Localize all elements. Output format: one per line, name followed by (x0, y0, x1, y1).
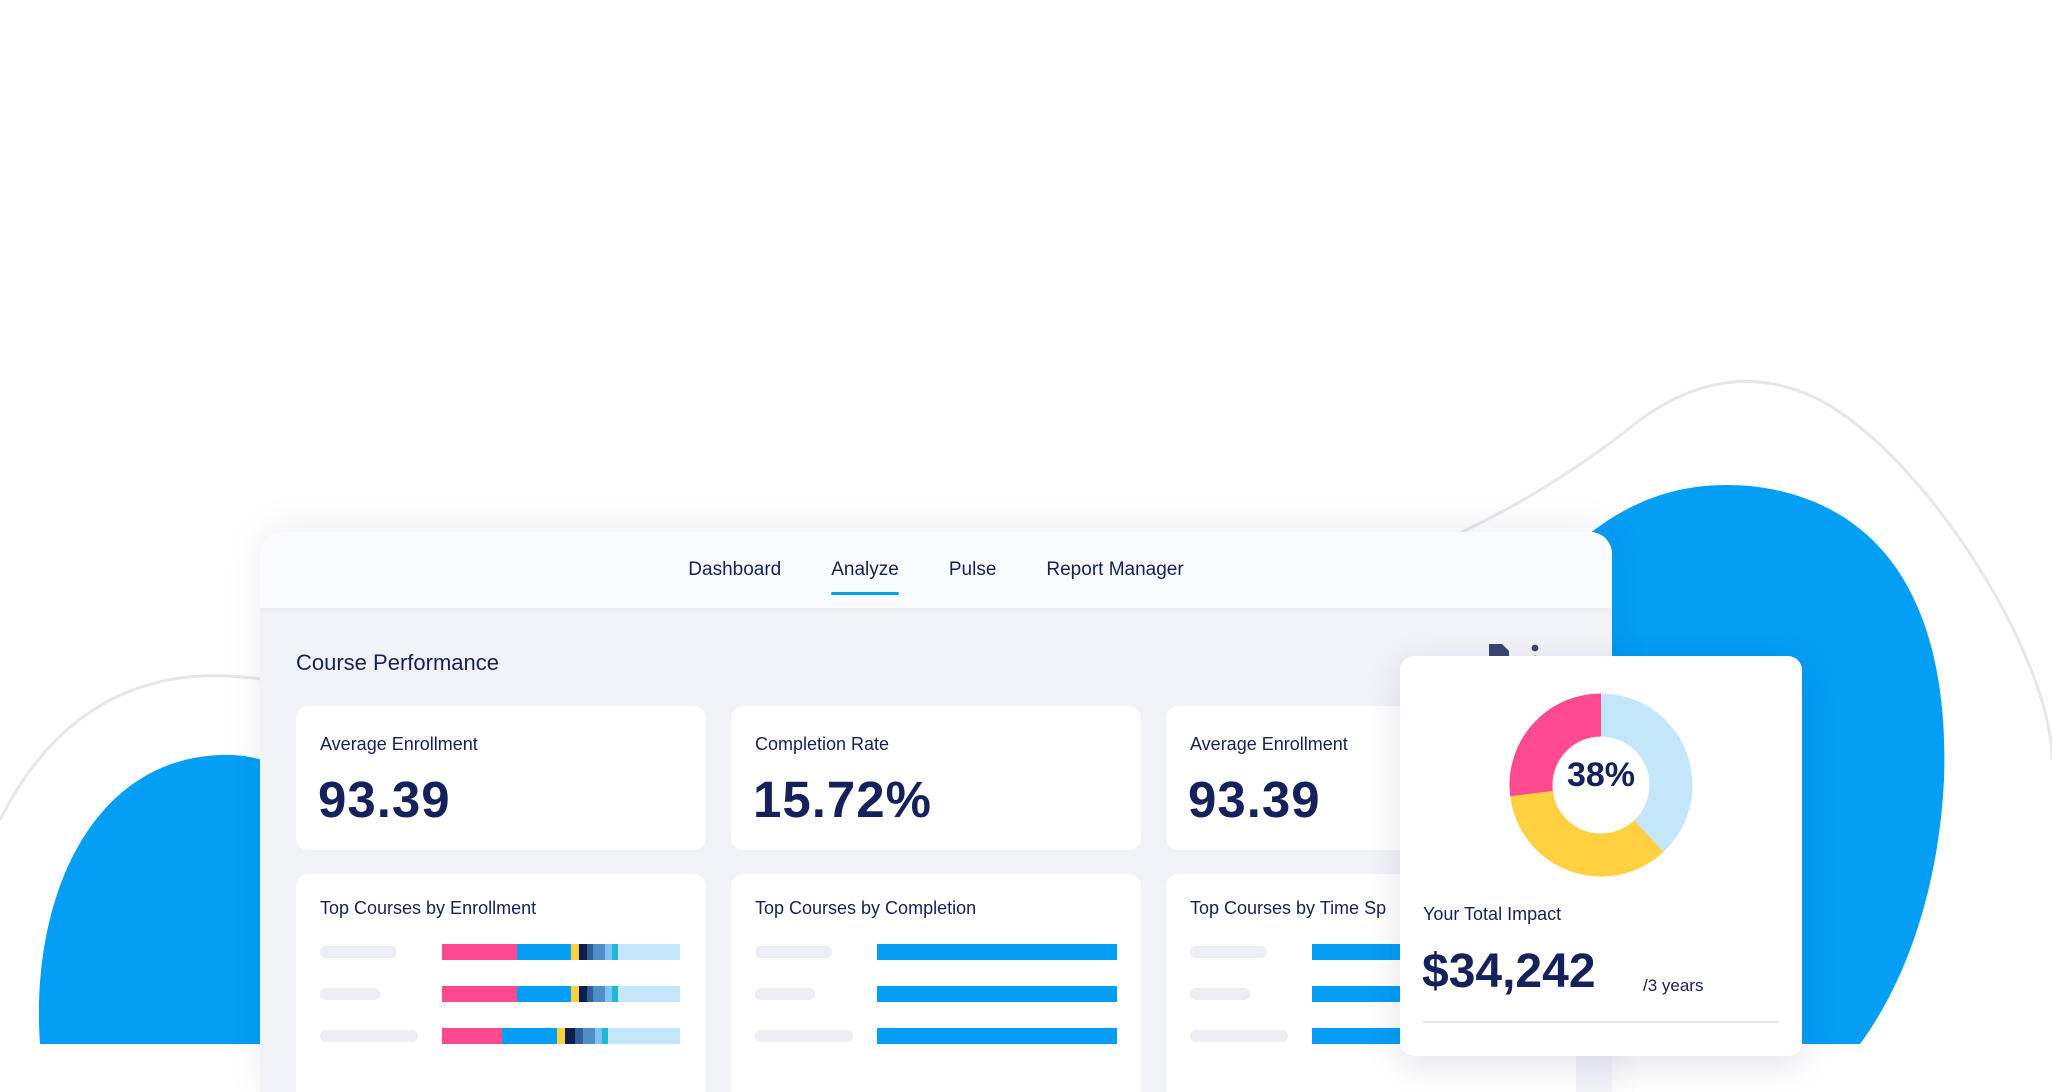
stat-label: Average Enrollment (1190, 734, 1348, 754)
row-label-placeholder (1190, 988, 1250, 1000)
total-impact-card[interactable]: 38% Your Total Impact $34,242 /3 years (1400, 656, 1802, 1056)
stat-value: 93.39 (318, 771, 451, 828)
impact-unit: /3 years (1643, 976, 1704, 995)
row-label-placeholder (320, 988, 380, 1000)
row-label-placeholder (755, 946, 832, 958)
impact-value: $34,242 (1422, 945, 1596, 998)
stat-card-average-enrollment[interactable]: Average Enrollment 93.39 (296, 706, 706, 850)
chart-title: Top Courses by Completion (755, 898, 977, 918)
row-label-placeholder (1190, 946, 1267, 958)
completion-bar (877, 986, 1117, 1002)
row-label-placeholder (755, 1030, 853, 1042)
stacked-bar (442, 986, 680, 1002)
tab-analyze[interactable]: Analyze (831, 553, 899, 595)
chart-card-top-courses-enrollment[interactable]: Top Courses by Enrollment (296, 874, 706, 1092)
donut-segment-2 (1509, 693, 1693, 877)
stat-card-completion-rate[interactable]: Completion Rate 15.72% (731, 706, 1141, 850)
divider (1423, 1021, 1779, 1023)
page-title: Course Performance (296, 650, 499, 675)
row-label-placeholder (320, 946, 397, 958)
donut-segment-3 (1509, 693, 1693, 877)
completion-bar (877, 1028, 1117, 1044)
stat-value: 93.39 (1188, 771, 1321, 828)
donut-percent-label: 38% (1566, 756, 1636, 794)
chart-title: Top Courses by Time Sp (1190, 898, 1387, 918)
row-label-placeholder (755, 988, 815, 1000)
completion-bar (877, 944, 1117, 960)
right-outline-curve (1457, 379, 2052, 761)
impact-label: Your Total Impact (1423, 904, 1562, 924)
chart-title: Top Courses by Enrollment (320, 898, 537, 918)
top-nav: Dashboard Analyze Pulse Report Manager (260, 532, 1612, 608)
stat-label: Average Enrollment (320, 734, 478, 754)
chart-card-top-courses-completion[interactable]: Top Courses by Completion (731, 874, 1141, 1092)
tab-report-manager[interactable]: Report Manager (1046, 559, 1184, 580)
stat-label: Completion Rate (755, 734, 890, 754)
stacked-bar (442, 944, 680, 960)
impact-donut-chart (1509, 693, 1693, 877)
stat-value: 15.72% (753, 771, 932, 828)
tab-pulse[interactable]: Pulse (948, 559, 997, 580)
tab-dashboard[interactable]: Dashboard (688, 559, 782, 580)
row-label-placeholder (320, 1030, 418, 1042)
row-label-placeholder (1190, 1030, 1288, 1042)
stacked-bar (442, 1028, 680, 1044)
